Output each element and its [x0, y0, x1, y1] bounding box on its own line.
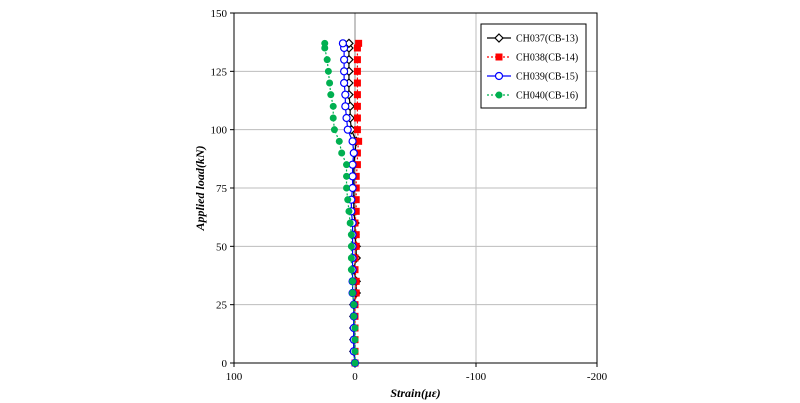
data-point: [348, 137, 357, 146]
data-point: [353, 44, 361, 52]
y-axis-ticks: 0 25 50 75 100 125 150: [211, 8, 234, 370]
y-tick-label: 50: [216, 241, 228, 253]
data-point: [343, 184, 351, 192]
data-point: [338, 39, 347, 48]
data-point: [344, 196, 352, 204]
data-point: [353, 56, 361, 64]
data-point: [352, 207, 360, 215]
legend-label: CH037(CB-13): [516, 34, 578, 45]
data-point: [355, 39, 363, 47]
data-point: [326, 79, 334, 87]
data-point: [324, 67, 332, 75]
data-point: [330, 126, 338, 134]
legend: CH037(CB-13) CH038(CB-14) CH039(CB-15) CH04…: [480, 23, 587, 109]
data-point: [343, 125, 352, 134]
y-tick-label: 25: [216, 300, 228, 312]
data-point: [329, 114, 337, 122]
series-line: [354, 43, 360, 363]
data-point: [343, 172, 351, 180]
data-point: [343, 161, 351, 169]
data-point: [351, 347, 359, 355]
y-tick-label: 125: [211, 66, 228, 78]
data-point: [353, 79, 361, 87]
data-point: [348, 183, 357, 193]
y-tick-label: 0: [222, 358, 228, 370]
data-point: [340, 67, 349, 76]
data-point: [329, 102, 337, 110]
data-point: [349, 148, 358, 158]
data-point: [335, 137, 343, 145]
data-point: [321, 39, 329, 47]
data-point: [340, 55, 349, 64]
legend-marker: [495, 53, 503, 61]
data-point: [347, 266, 355, 274]
legend-item: CH038(CB-14): [487, 53, 578, 64]
data-point: [341, 102, 350, 111]
data-point: [350, 312, 358, 320]
data-point: [347, 254, 355, 262]
legend-item: CH039(CB-15): [487, 72, 578, 83]
x-tick-label: -100: [466, 371, 487, 383]
data-point: [350, 301, 358, 309]
data-point: [341, 90, 350, 99]
y-tick-label: 100: [211, 125, 228, 137]
data-point: [347, 242, 355, 250]
x-tick-label: -200: [587, 371, 608, 383]
data-point: [342, 113, 351, 123]
x-tick-label: 100: [226, 371, 243, 383]
data-point: [355, 137, 363, 145]
y-axis-title: Applied load(kN): [193, 146, 207, 232]
y-tick-label: 150: [211, 8, 228, 20]
data-point: [351, 359, 359, 367]
legend-label: CH038(CB-14): [516, 53, 578, 64]
data-point: [347, 231, 355, 239]
y-tick-label: 75: [216, 183, 228, 195]
data-point: [346, 219, 354, 227]
data-point: [349, 289, 357, 297]
x-tick-label: 0: [352, 371, 358, 383]
legend-marker: [494, 71, 504, 81]
data-point: [351, 324, 359, 332]
data-point: [352, 196, 360, 204]
x-axis-ticks: 100 0 -100 -200: [226, 363, 608, 383]
series-layer: [321, 38, 363, 368]
data-point: [353, 67, 361, 75]
data-point: [327, 91, 335, 99]
legend-item: CH040(CB-16): [487, 91, 578, 102]
data-point: [323, 56, 331, 64]
data-point: [353, 126, 361, 134]
legend-label: CH039(CB-15): [516, 72, 578, 83]
data-point: [338, 149, 346, 157]
legend-item: CH037(CB-13): [487, 33, 578, 45]
legend-marker: [494, 33, 504, 43]
data-point: [353, 161, 361, 169]
series-4: [321, 39, 359, 367]
data-point: [349, 277, 357, 285]
data-point: [345, 207, 353, 215]
data-point: [348, 160, 357, 169]
data-point: [351, 336, 359, 344]
data-point: [353, 91, 361, 99]
data-point: [340, 78, 349, 88]
data-point: [353, 102, 361, 110]
x-axis-title: Strain(με): [390, 386, 440, 400]
data-point: [353, 114, 361, 122]
legend-label: CH040(CB-16): [516, 91, 578, 102]
data-point: [348, 172, 357, 181]
legend-marker: [495, 91, 503, 99]
